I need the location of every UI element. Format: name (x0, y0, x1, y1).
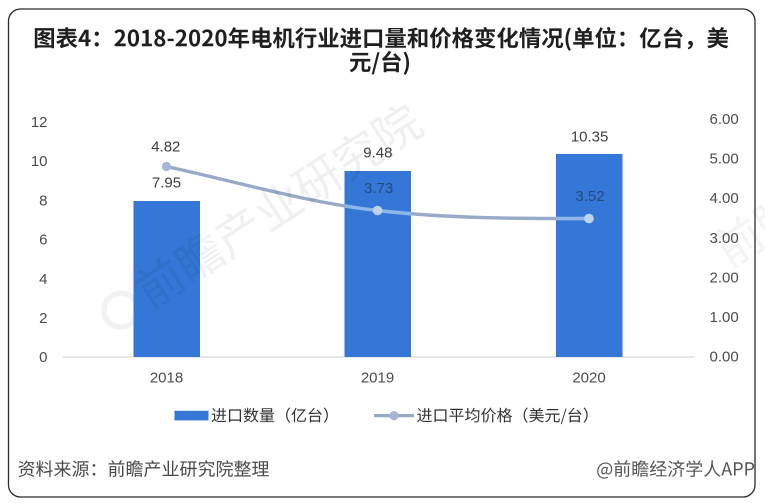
svg-text:2: 2 (39, 310, 47, 327)
svg-text:0.00: 0.00 (710, 349, 739, 366)
svg-text:12: 12 (31, 114, 48, 131)
svg-text:2019: 2019 (361, 369, 394, 386)
svg-text:0: 0 (39, 349, 47, 366)
svg-text:6: 6 (39, 232, 47, 249)
svg-text:8: 8 (39, 192, 47, 209)
svg-text:4.82: 4.82 (151, 139, 180, 156)
svg-text:3.00: 3.00 (710, 230, 739, 247)
svg-text:10.35: 10.35 (571, 129, 609, 146)
svg-text:1.00: 1.00 (710, 309, 739, 326)
svg-text:3.73: 3.73 (364, 180, 393, 197)
svg-text:10: 10 (31, 153, 48, 170)
svg-text:3.52: 3.52 (575, 188, 604, 205)
svg-text:9.48: 9.48 (363, 144, 392, 161)
svg-text:6.00: 6.00 (710, 111, 739, 128)
svg-text:2.00: 2.00 (710, 269, 739, 286)
svg-text:7.95: 7.95 (152, 175, 181, 192)
svg-text:4.00: 4.00 (710, 190, 739, 207)
svg-text:5.00: 5.00 (710, 151, 739, 168)
svg-text:4: 4 (39, 271, 47, 288)
svg-text:2018: 2018 (150, 369, 183, 386)
svg-text:2020: 2020 (572, 369, 605, 386)
